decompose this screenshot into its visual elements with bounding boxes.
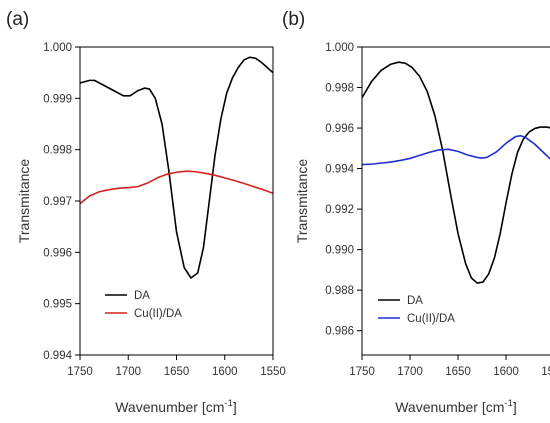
legend-label-da: DA [134, 290, 150, 302]
y-tick-label: 0.994 [325, 164, 354, 176]
legend-label-cu-da: Cu(II)/DA [134, 308, 182, 320]
panel-a: (a) 0.994 0.995 0.996 0.997 0.998 0.999 1.000 17… [6, 9, 286, 415]
y-tick-label: 0.998 [325, 83, 354, 95]
y-tick-label: 0.988 [325, 285, 354, 297]
x-axis-title-sup: -1 [224, 398, 232, 409]
series-line-cu-da [80, 170, 273, 205]
y-axis-title: Transmitance [16, 159, 32, 244]
x-axis-title: Wavenumber [cm-1] [115, 398, 237, 415]
y-tick-label: 0.999 [43, 93, 72, 105]
x-tick-label: 1650 [164, 366, 190, 378]
legend-label-cu-da: Cu(II)/DA [407, 313, 455, 325]
y-tick-label: 1.000 [325, 42, 354, 54]
panel-label: (a) [6, 9, 29, 30]
legend-label-da: DA [407, 295, 423, 307]
y-axis-title: Transmitance [294, 159, 310, 244]
x-tick-label: 1650 [445, 366, 471, 378]
y-tick-label: 0.995 [43, 299, 72, 311]
x-axis-title-main: Wavenumber [cm [115, 399, 224, 415]
y-tick-label: 1.000 [43, 42, 72, 54]
x-tick-label: 1750 [67, 366, 93, 378]
series-line-cu-da [362, 134, 550, 166]
y-tick-label: 0.986 [325, 326, 354, 338]
y-tick-label: 0.994 [43, 350, 72, 362]
y-tick-label: 0.992 [325, 204, 354, 216]
x-tick-label: 1550 [260, 366, 286, 378]
x-axis-title: Wavenumber [cm-1] [395, 398, 517, 415]
x-tick-label: 1700 [115, 366, 141, 378]
panel-label: (b) [282, 9, 305, 30]
series-line-da [80, 56, 273, 279]
panel-b: (b) 0.986 0.988 0.990 0.992 0.994 0.996 0.998 1.… [282, 9, 550, 415]
y-tick-label: 0.996 [325, 123, 354, 135]
y-tick-label: 0.998 [43, 145, 72, 157]
plot-frame [361, 46, 550, 356]
series-line-da [362, 61, 550, 284]
x-axis-title-sup: -1 [504, 398, 512, 409]
y-tick-label: 0.997 [43, 196, 72, 208]
y-tick-label: 0.990 [325, 245, 354, 257]
y-tick-label: 0.996 [43, 247, 72, 259]
x-axis-title-close: ] [233, 399, 237, 415]
x-tick-label: 1550 [541, 366, 550, 378]
x-tick-label: 1700 [397, 366, 423, 378]
x-tick-label: 1600 [493, 366, 519, 378]
x-axis-title-main: Wavenumber [cm [395, 399, 504, 415]
x-tick-label: 1600 [212, 366, 238, 378]
x-tick-label: 1750 [349, 366, 375, 378]
x-axis-title-close: ] [513, 399, 517, 415]
